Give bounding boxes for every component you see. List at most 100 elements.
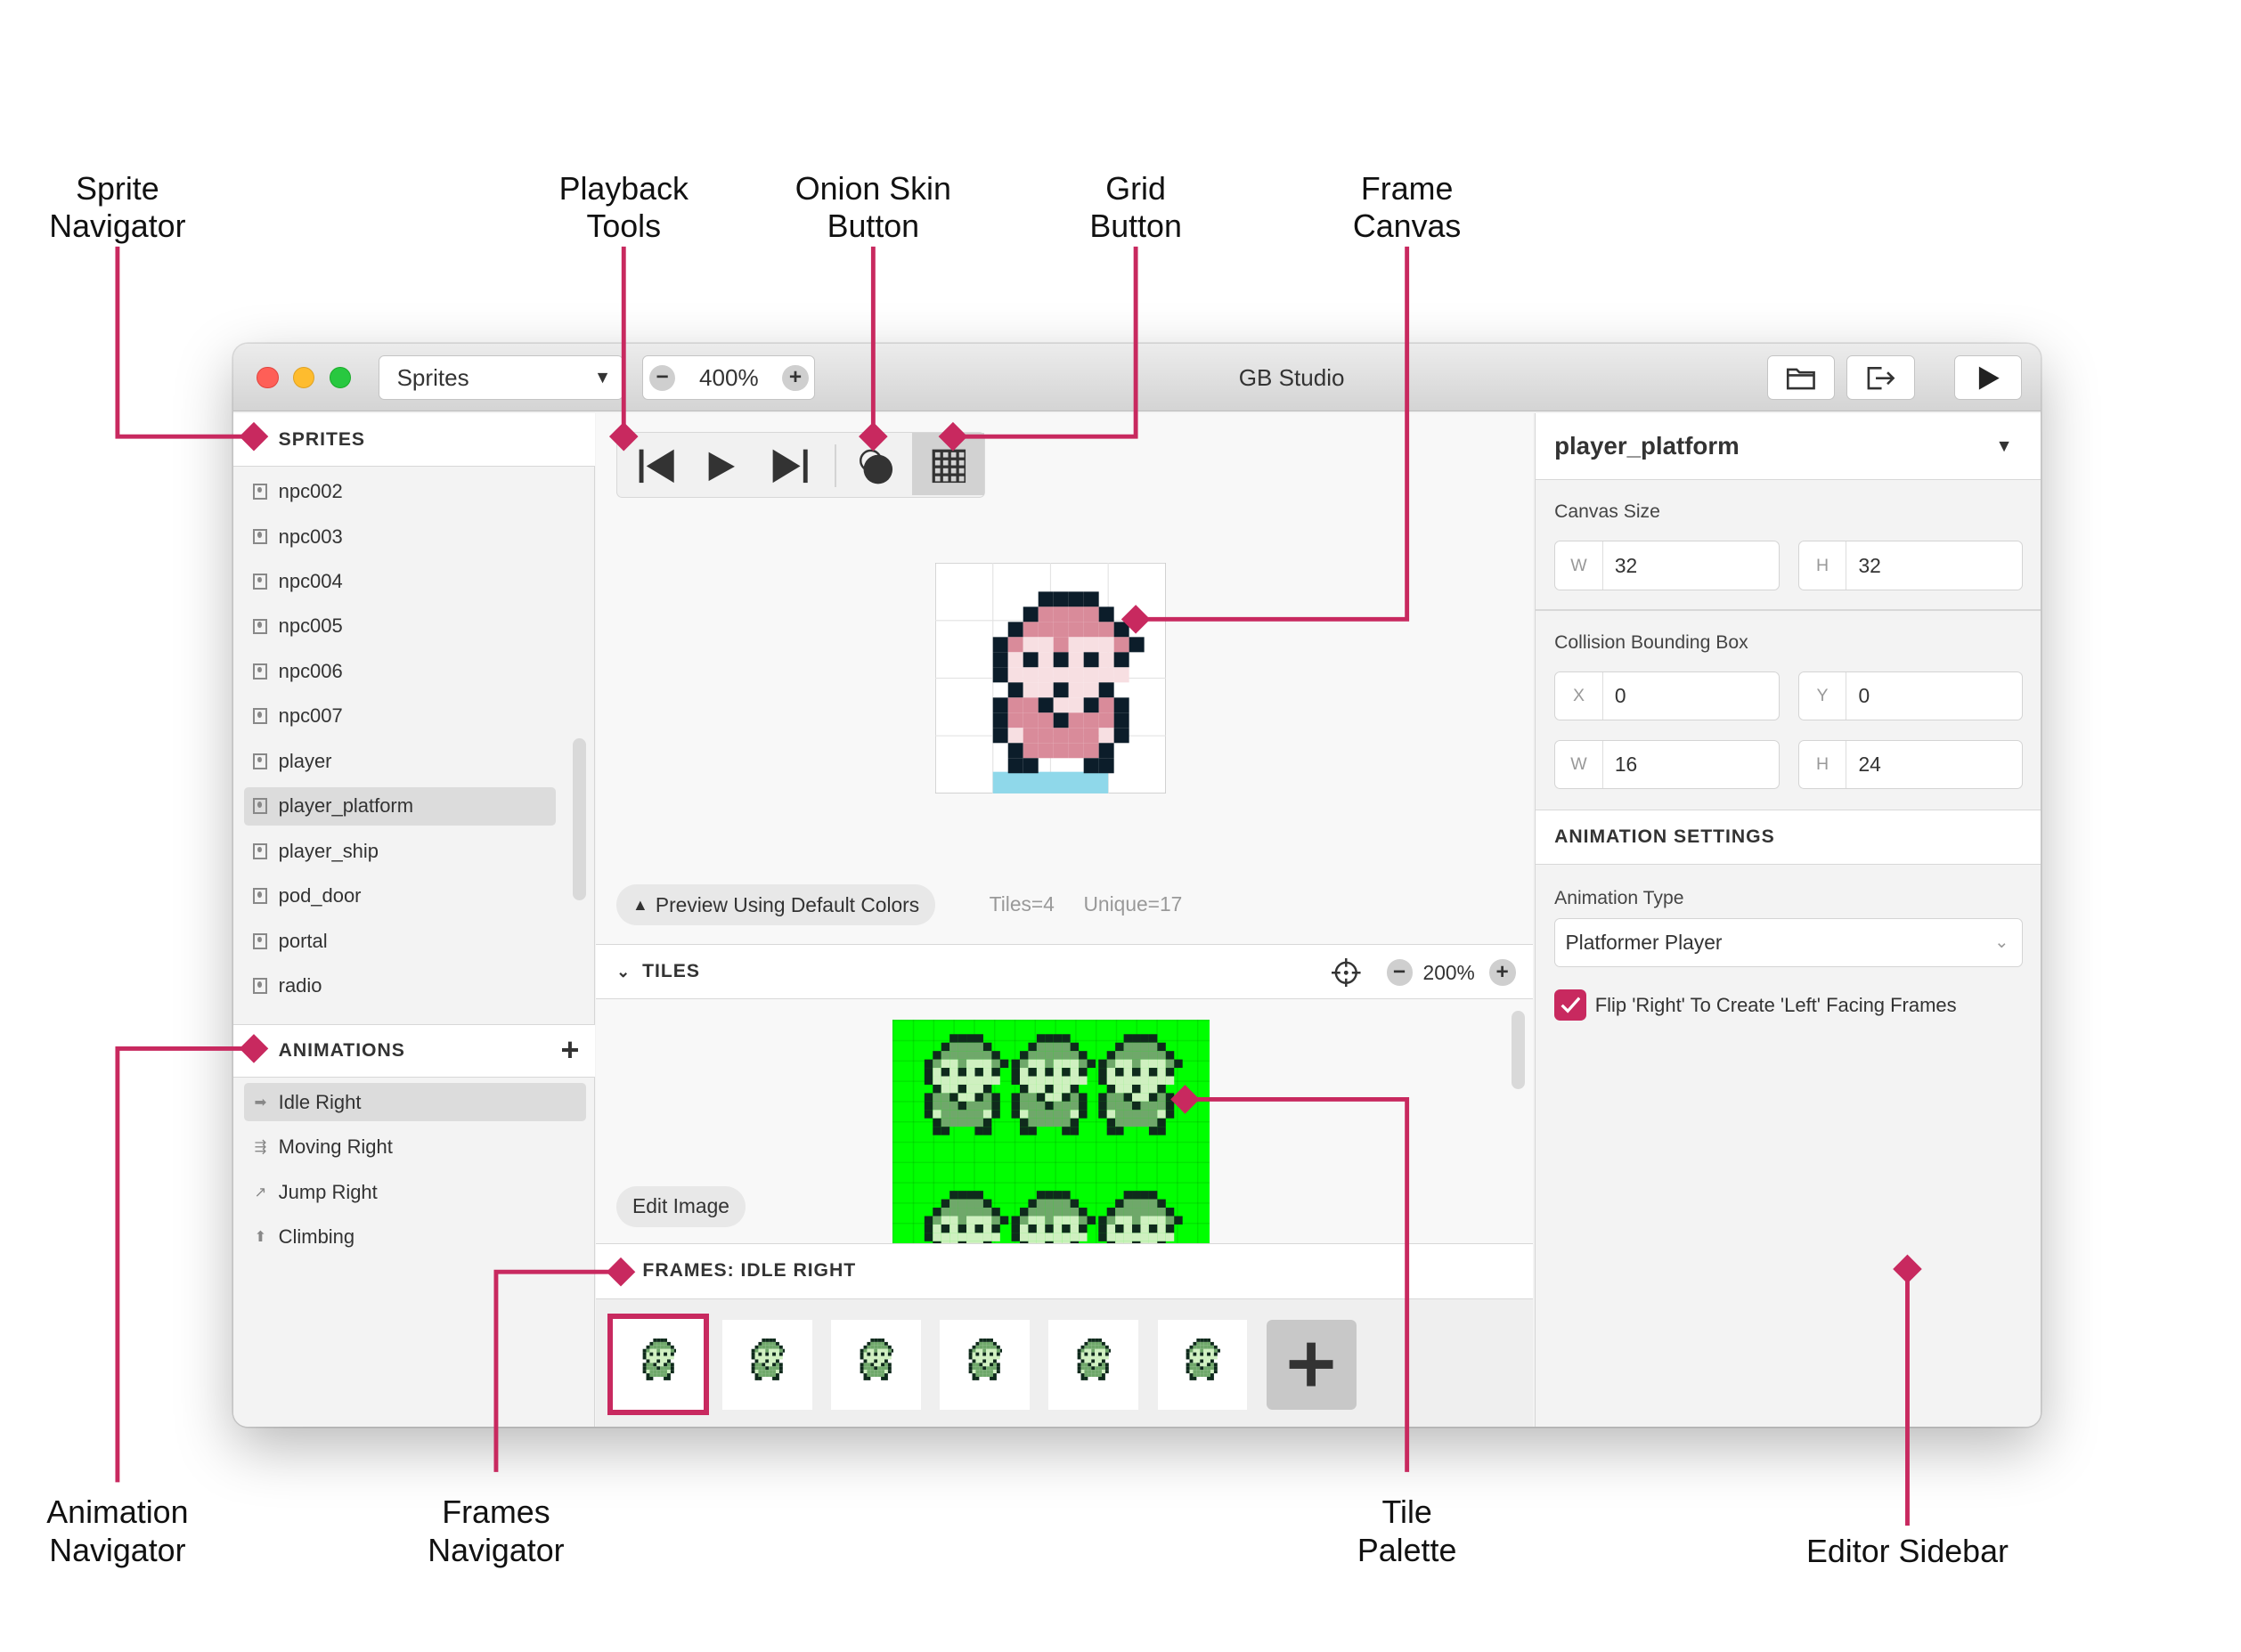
sprite-pixel [884, 1352, 888, 1356]
sprite-pixel [982, 1341, 987, 1346]
sprite-pixel [968, 1348, 973, 1353]
tile-palette[interactable] [892, 1019, 1210, 1243]
sprite-list-item[interactable]: npc005 [244, 607, 556, 645]
sprite-pixel [649, 1355, 654, 1360]
frame-canvas[interactable] [935, 562, 1167, 793]
sprite-pixel [1023, 652, 1039, 668]
sprite-pixel [867, 1355, 871, 1360]
add-animation-button[interactable]: + [560, 1032, 581, 1069]
sprite-pixel [1131, 1207, 1140, 1217]
sprite-list-item[interactable]: npc007 [244, 697, 556, 735]
sprite-pixel [1156, 1118, 1166, 1127]
run-game-button[interactable] [1953, 354, 2023, 401]
open-folder-button[interactable] [1766, 354, 1836, 401]
sprite-pixel [993, 1341, 998, 1346]
sprite-pixel [884, 1363, 888, 1367]
sprite-pixel [982, 1359, 987, 1363]
tiles-header[interactable]: ⌄ TILES − 200% + [596, 944, 1534, 999]
sprite-pixel [646, 1355, 650, 1360]
sprite-name-header[interactable]: player_platform ▼ [1535, 413, 2041, 481]
sprite-pixel [997, 1370, 1001, 1374]
sprite-pixel [1156, 1199, 1166, 1208]
sprite-pixel [1054, 667, 1070, 683]
sprite-list-item[interactable]: npc006 [244, 653, 556, 690]
sprite-pixel [972, 1377, 976, 1380]
sprite-list-scrollbar[interactable] [573, 737, 586, 901]
sprite-list-item[interactable]: player [244, 743, 556, 780]
sprite-pixel [758, 1373, 762, 1378]
export-button[interactable] [1846, 354, 1915, 401]
sprite-pixel [1027, 1126, 1037, 1135]
sprite-list-item[interactable]: radio [244, 967, 556, 1005]
sprite-pixel [1084, 743, 1100, 759]
frame-thumbnail[interactable] [607, 1314, 710, 1416]
animation-list-item[interactable]: ⬆ Climbing [244, 1218, 586, 1256]
frame-thumbnail[interactable] [940, 1319, 1031, 1410]
sprite-pixel [1011, 1067, 1020, 1077]
sprite-pixel [1019, 1233, 1028, 1241]
minimize-window-button[interactable] [292, 367, 315, 389]
sprite-pixel [874, 1363, 878, 1367]
frame-thumbnail[interactable] [721, 1319, 812, 1410]
sprite-pixel [1114, 1076, 1124, 1085]
sprite-list-item[interactable]: npc002 [244, 473, 556, 510]
sprite-list-item[interactable]: player_ship [244, 833, 556, 870]
frame-thumbnail[interactable] [1048, 1319, 1139, 1410]
sprite-pixel [974, 1084, 983, 1094]
sprite-pixel [924, 1067, 933, 1077]
sprite-list-item[interactable]: pod_door [244, 877, 556, 915]
maximize-window-button[interactable] [329, 367, 352, 389]
unique-count: Unique=17 [1083, 891, 1183, 916]
tiles-scrollbar[interactable] [1511, 1011, 1525, 1089]
sprite-pixel [1084, 1355, 1088, 1360]
crosshair-icon[interactable] [1331, 957, 1361, 988]
animation-list-item[interactable]: ⇶ Moving Right [244, 1128, 586, 1166]
onion-skin-icon[interactable] [858, 446, 895, 487]
close-window-button[interactable] [257, 367, 279, 389]
sprite-pixel [673, 1348, 676, 1353]
animation-type-select[interactable]: Platformer Player ⌄ [1554, 917, 2024, 968]
zoom-out-button[interactable]: − [648, 364, 676, 391]
flip-frames-checkbox[interactable] [1554, 989, 1586, 1021]
previous-frame-icon[interactable] [638, 448, 675, 484]
sprite-pixel [1196, 1366, 1201, 1371]
sprite-pixel [653, 1352, 657, 1356]
sprite-pixel [1200, 1366, 1204, 1371]
add-frame-button[interactable] [1266, 1319, 1357, 1410]
animation-list-item[interactable]: ➡ Idle Right [243, 1083, 586, 1121]
sprite-list-item[interactable]: npc003 [244, 517, 556, 555]
canvas-width-input[interactable]: W 32 [1554, 541, 1780, 590]
collision-height-input[interactable]: H 24 [1797, 739, 2024, 789]
sprite-pixel [1173, 1059, 1183, 1068]
tiles-zoom-out-button[interactable]: − [1386, 959, 1414, 986]
sprite-pixel [1190, 1345, 1194, 1349]
preview-default-colors-button[interactable]: ▲ Preview Using Default Colors [616, 884, 936, 925]
tiles-zoom-in-button[interactable]: + [1489, 959, 1516, 986]
sprite-pixel [769, 1363, 773, 1367]
sprite-pixel [1078, 1110, 1088, 1119]
sprite-pixel [762, 1370, 766, 1374]
sprite-list-item[interactable]: portal [244, 923, 556, 960]
canvas-height-input[interactable]: H 32 [1797, 541, 2024, 590]
sprite-pixel [1095, 1370, 1099, 1374]
frame-thumbnail[interactable] [831, 1319, 922, 1410]
sprite-pixel [990, 1233, 1000, 1241]
sprite-pixel [958, 1067, 966, 1077]
next-frame-icon[interactable] [771, 448, 809, 484]
sprite-list-item[interactable]: player_platform [243, 787, 556, 826]
animation-list-item[interactable]: ↗ Jump Right [244, 1173, 586, 1210]
sprite-list-item[interactable]: npc004 [244, 563, 556, 600]
sprite-pixel [986, 1370, 990, 1374]
sprite-pixel [772, 1355, 776, 1360]
play-animation-icon[interactable] [707, 451, 737, 483]
edit-image-button[interactable]: Edit Image [616, 1186, 746, 1227]
collision-width-input[interactable]: W 16 [1554, 739, 1780, 789]
frame-thumbnail[interactable] [1157, 1319, 1248, 1410]
sprite-pixel [881, 1341, 885, 1346]
sprite-pixel [1061, 1076, 1071, 1085]
sprite-pixel [958, 1118, 966, 1127]
sprite-pixel [769, 1341, 773, 1346]
zoom-in-button[interactable]: + [782, 364, 809, 391]
